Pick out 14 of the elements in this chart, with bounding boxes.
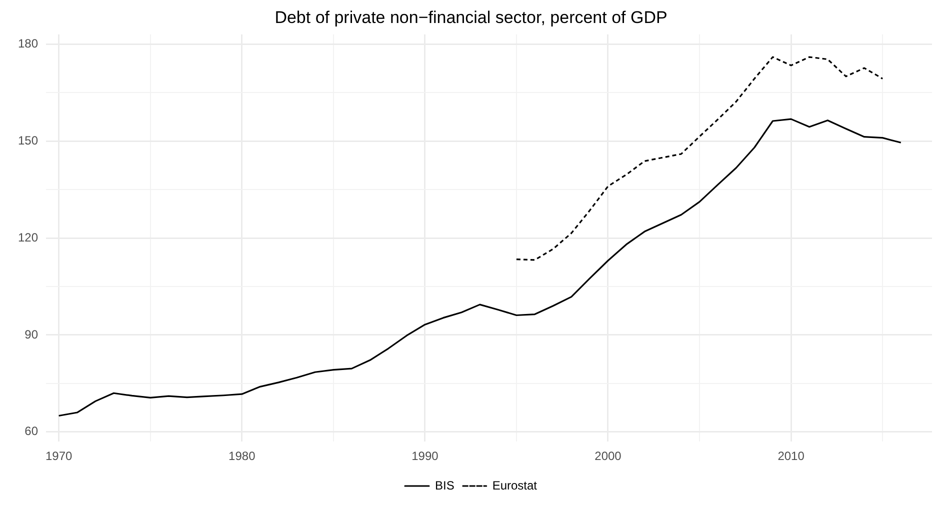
x-tick-label: 2010: [778, 449, 805, 464]
legend-label: Eurostat: [492, 478, 538, 492]
x-tick-label: 2000: [594, 449, 622, 464]
y-tick-label: 150: [18, 133, 38, 148]
y-tick-label: 120: [18, 230, 38, 244]
chart-title: Debt of private non−financial sector, percent of GDP: [274, 8, 668, 27]
line-series: [516, 56, 884, 261]
y-tick-label: 90: [24, 327, 38, 342]
x-tick-label: 1970: [45, 449, 73, 464]
y-tick-label: 60: [24, 424, 38, 438]
x-tick-label: 1980: [228, 449, 256, 464]
y-tick-label: 180: [18, 36, 38, 50]
legend-label: BIS: [434, 478, 454, 492]
x-tick-label: 1990: [412, 449, 439, 464]
